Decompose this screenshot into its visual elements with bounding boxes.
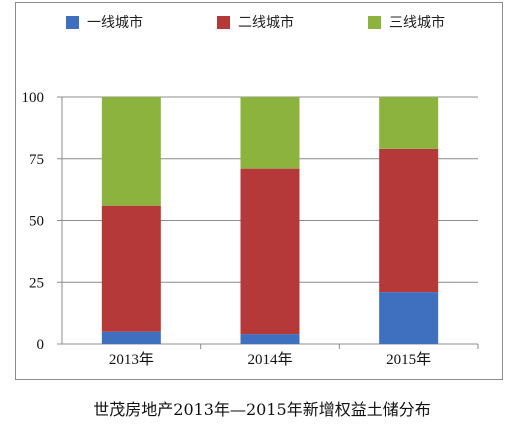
legend-item-tier2: 二线城市 [217,12,294,32]
legend-label-tier2: 二线城市 [238,15,294,31]
bar-3-series-1 [379,292,439,344]
x-tick-label-3: 2015年 [386,351,431,368]
bar-1-series-3 [101,97,161,206]
legend-label-tier1: 一线城市 [87,15,143,31]
legend-swatch-tier1 [66,15,79,29]
y-tick-label-75: 75 [29,152,44,168]
bar-3-series-2 [379,148,439,293]
chart-caption: 世茂房地产2013年—2015年新增权益土储分布 [93,400,431,419]
legend-label-tier3: 三线城市 [389,15,445,31]
legend-swatch-tier3 [368,15,381,29]
legend-swatch-tier2 [217,15,230,29]
chart-legend: 一线城市 二线城市 三线城市 [66,12,445,32]
y-tick-label-50: 50 [29,214,44,230]
bar-1-series-1 [101,331,161,344]
x-tick-label-1: 2013年 [109,351,154,368]
bar-3-series-3 [379,97,439,149]
bar-2-series-2 [240,168,300,335]
bar-1-series-2 [101,205,161,332]
y-tick-label-0: 0 [37,337,45,353]
y-tick-label-100: 100 [22,90,45,106]
bar-2-series-1 [240,334,300,344]
legend-item-tier3: 三线城市 [368,12,445,32]
bar-2-series-3 [240,97,300,169]
legend-item-tier1: 一线城市 [66,12,143,32]
x-tick-label-2: 2014年 [247,351,292,368]
y-tick-label-25: 25 [29,275,44,291]
